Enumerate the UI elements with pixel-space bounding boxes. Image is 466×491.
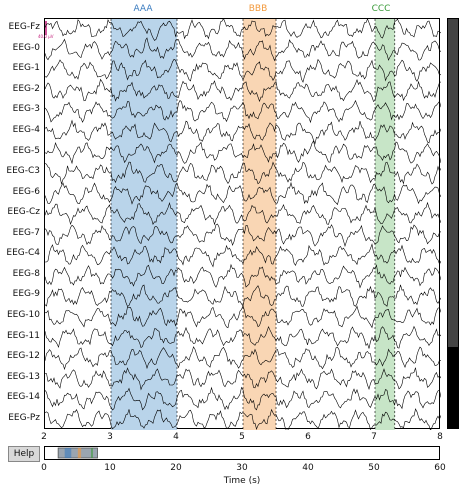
overview-tick-label: 10	[104, 463, 116, 473]
x-tick-label: 4	[173, 432, 179, 442]
overview-tick-label: 30	[236, 463, 248, 473]
channel-label-eeg-5[interactable]: EEG-5	[12, 145, 40, 156]
annotation-span-aaa[interactable]	[111, 19, 177, 430]
channel-scrollbar[interactable]	[447, 18, 459, 429]
overview-tick-label: 40	[302, 463, 314, 473]
eeg-traces-svg	[45, 19, 441, 430]
x-tick-label: 6	[305, 432, 311, 442]
overview-annotation-bbb	[77, 448, 82, 458]
x-tick-label: 2	[41, 432, 47, 442]
eeg-trace-plot[interactable]	[44, 18, 441, 430]
time-overview-bar[interactable]	[44, 446, 440, 460]
channel-label-eeg-9[interactable]: EEG-9	[12, 289, 40, 300]
channel-label-eeg-12[interactable]: EEG-12	[6, 351, 40, 362]
annotation-label-bbb: BBB	[248, 4, 268, 14]
trace-eeg-fz	[45, 19, 441, 41]
overview-annotation-aaa	[64, 448, 72, 458]
annotation-label-ccc: CCC	[371, 4, 391, 14]
trace-eeg-5	[45, 140, 441, 165]
overview-tick-label: 50	[368, 463, 380, 473]
channel-label-eeg-11[interactable]: EEG-11	[6, 330, 40, 341]
trace-eeg-11	[45, 325, 441, 349]
channel-label-eeg-8[interactable]: EEG-8	[12, 268, 40, 279]
trace-eeg-7	[45, 223, 441, 248]
channel-scrollbar-upper[interactable]	[448, 19, 458, 347]
x-tick-label: 3	[107, 432, 113, 442]
trace-eeg-8	[45, 263, 441, 289]
channel-label-eeg-4[interactable]: EEG-4	[12, 125, 40, 136]
trace-eeg-14	[45, 386, 441, 411]
x-axis-label: Time (s)	[223, 476, 261, 486]
trace-eeg-4	[45, 119, 441, 145]
channel-label-eeg-6[interactable]: EEG-6	[12, 186, 40, 197]
trace-eeg-2	[45, 78, 441, 103]
channel-label-eeg-c3[interactable]: EEG-C3	[6, 166, 40, 177]
trace-eeg-0	[45, 37, 441, 62]
overview-tick-label: 20	[170, 463, 182, 473]
annotation-span-bbb[interactable]	[243, 19, 276, 430]
channel-label-eeg-1[interactable]: EEG-1	[12, 63, 40, 74]
help-button[interactable]: Help	[8, 446, 40, 462]
trace-eeg-c3	[45, 161, 441, 186]
trace-eeg-6	[45, 181, 441, 206]
channel-label-eeg-7[interactable]: EEG-7	[12, 227, 40, 238]
channel-label-eeg-14[interactable]: EEG-14	[6, 392, 40, 403]
trace-eeg-pz	[45, 408, 441, 430]
channel-label-eeg-c4[interactable]: EEG-C4	[6, 248, 40, 259]
overview-tick-label: 0	[41, 463, 47, 473]
trace-eeg-12	[45, 346, 441, 371]
overview-svg	[57, 447, 98, 459]
channel-label-eeg-3[interactable]: EEG-3	[12, 104, 40, 115]
channel-label-eeg-10[interactable]: EEG-10	[6, 309, 40, 320]
channel-label-eeg-0[interactable]: EEG-0	[12, 42, 40, 53]
trace-eeg-c4	[45, 243, 441, 268]
annotation-span-ccc[interactable]	[375, 19, 395, 430]
trace-eeg-10	[45, 304, 441, 329]
channel-label-eeg-fz[interactable]: EEG-Fz	[8, 22, 41, 33]
channel-label-eeg-2[interactable]: EEG-2	[12, 83, 40, 94]
channel-label-eeg-pz[interactable]: EEG-Pz	[8, 412, 40, 423]
channel-label-eeg-13[interactable]: EEG-13	[6, 371, 40, 382]
x-tick-label: 8	[437, 432, 443, 442]
x-tick-label: 5	[239, 432, 245, 442]
trace-eeg-1	[45, 58, 441, 83]
overview-annotation-ccc	[90, 448, 93, 458]
channel-scrollbar-lower[interactable]	[448, 347, 458, 428]
channel-label-eeg-cz[interactable]: EEG-Cz	[7, 207, 40, 218]
trace-eeg-3	[45, 99, 441, 124]
scale-bar-label: 40.0 µV	[38, 34, 54, 39]
trace-eeg-cz	[45, 201, 441, 226]
overview-tick-label: 60	[434, 463, 446, 473]
x-tick-label: 7	[371, 432, 377, 442]
trace-eeg-13	[45, 367, 441, 391]
annotation-label-aaa: AAA	[133, 4, 153, 14]
